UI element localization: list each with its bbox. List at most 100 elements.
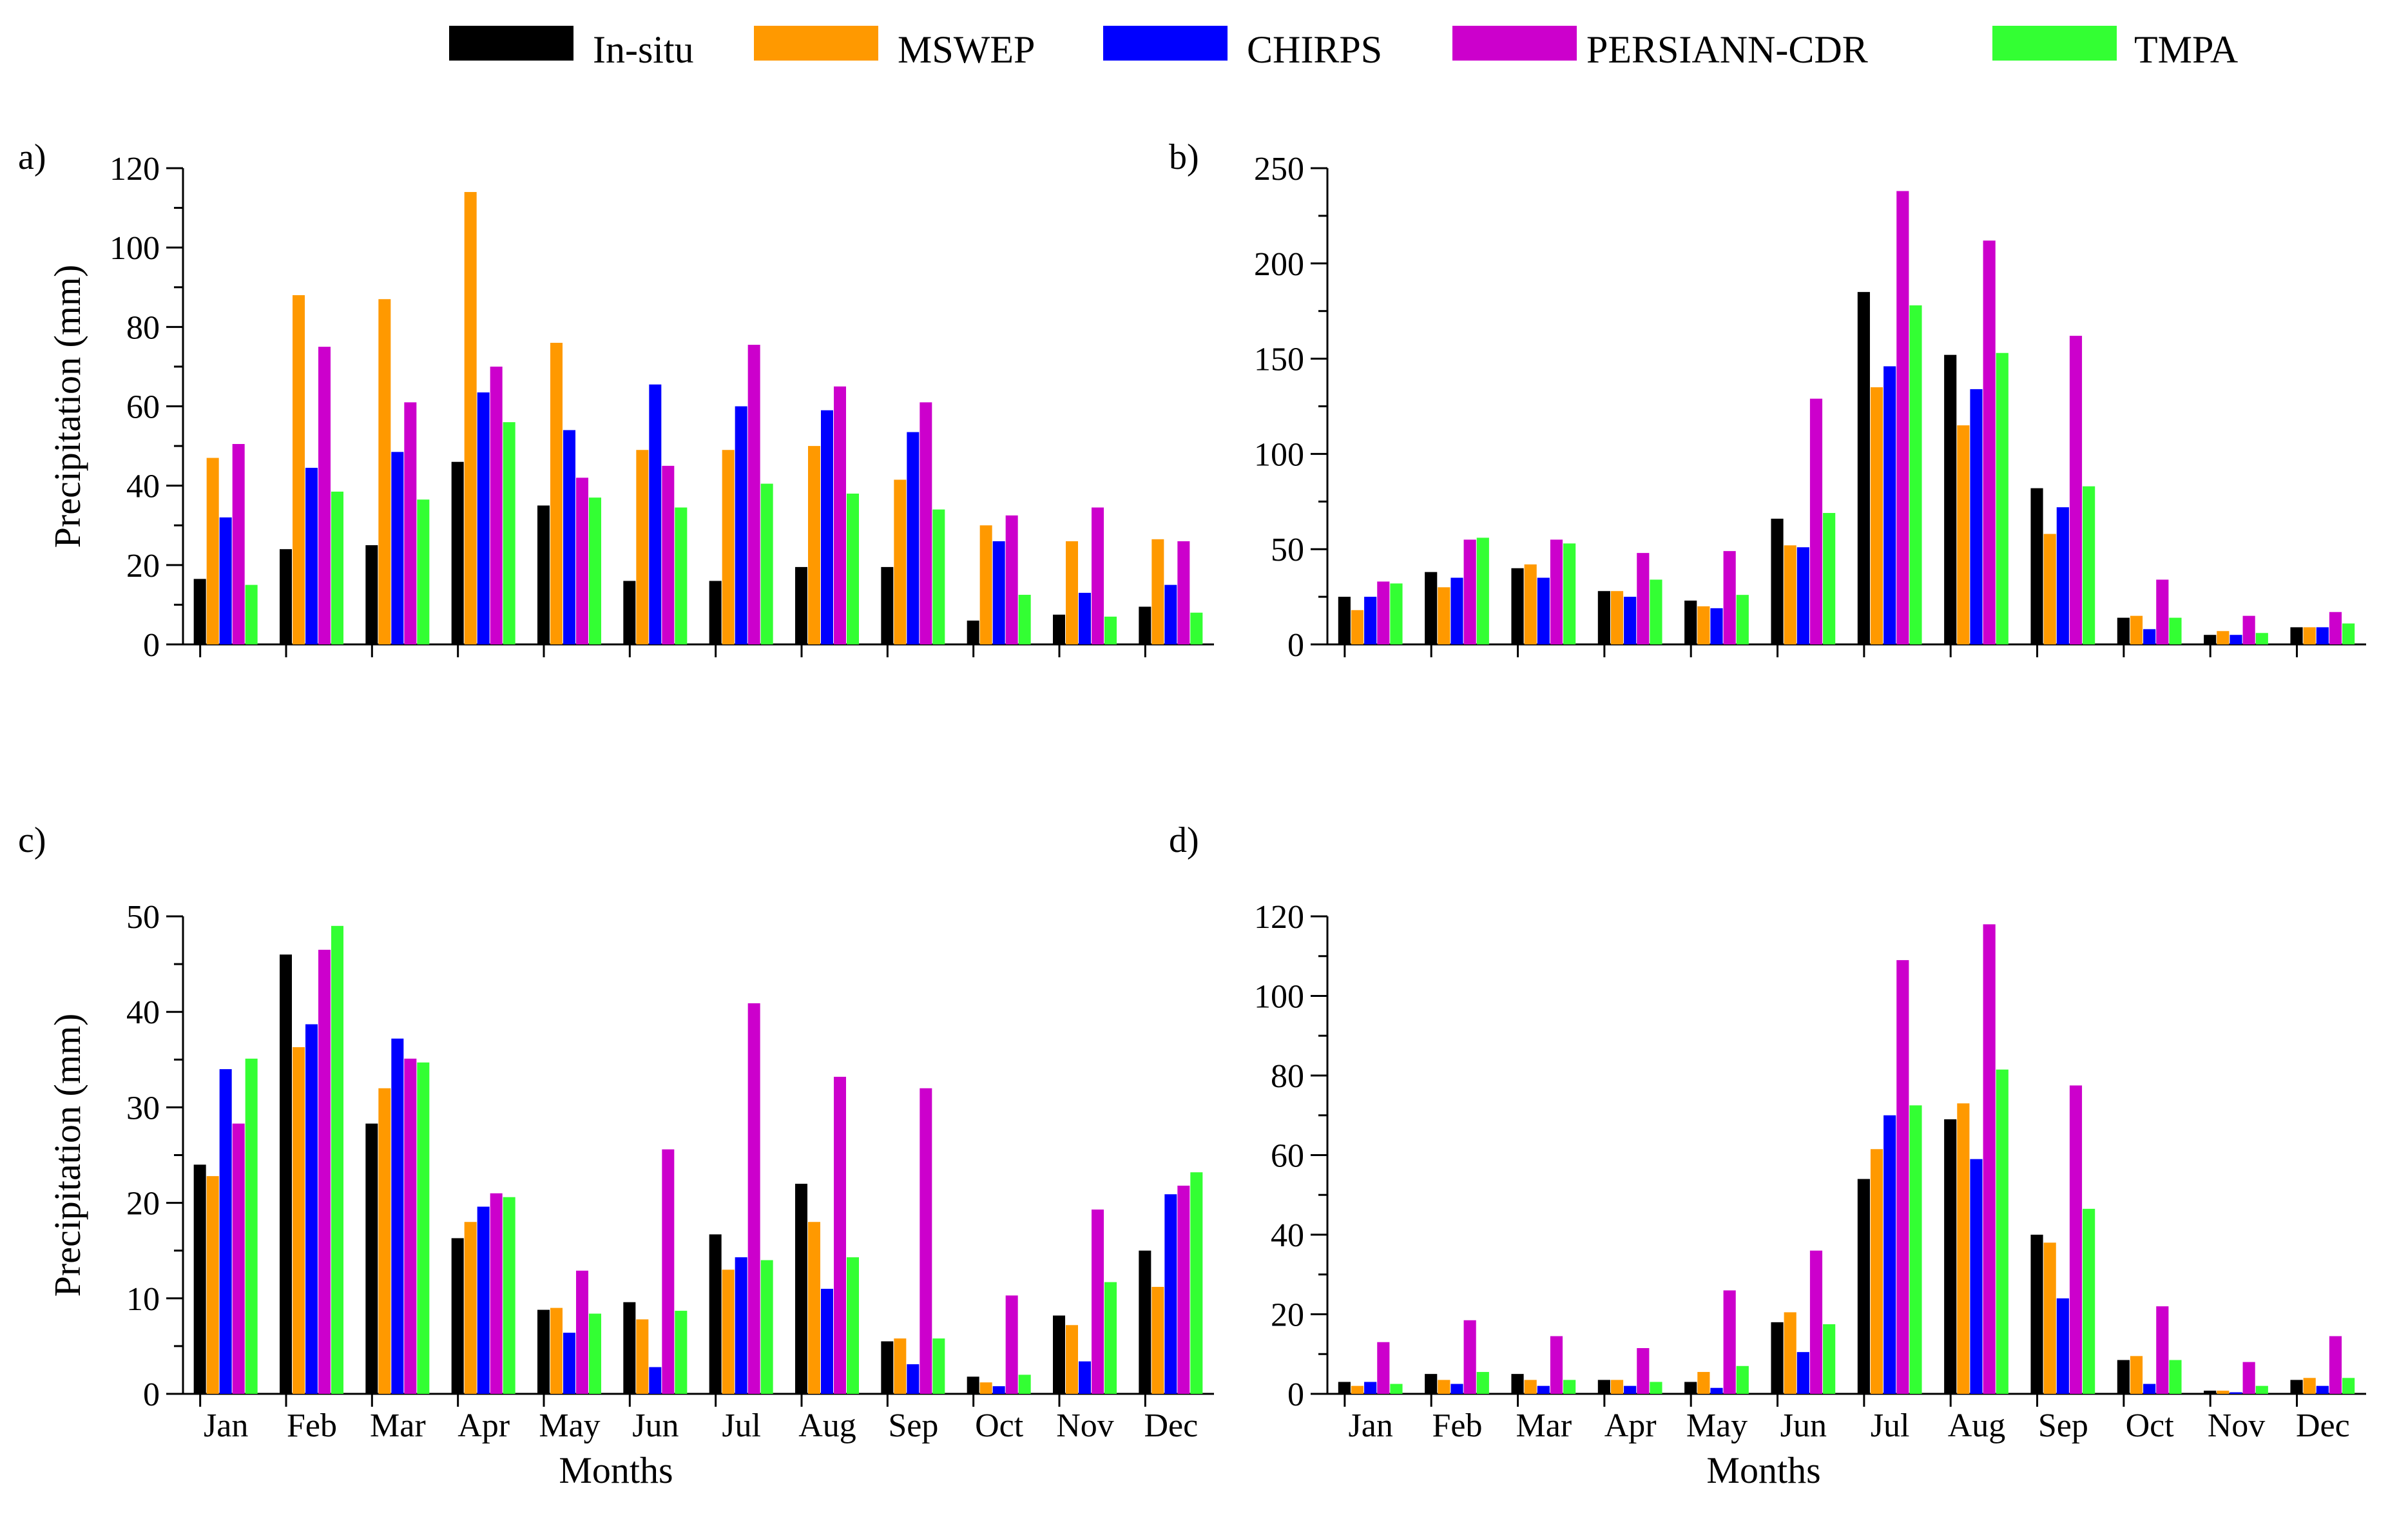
bar-tmpa-mar [417,1062,430,1394]
bar-persiann-cdr-may [1723,1290,1736,1394]
bar-chirps-jan [1364,1382,1377,1394]
x-tick-label: May [1686,1407,1748,1444]
bar-mswep-aug [1957,425,1970,644]
bar-persiann-cdr-oct [2156,579,2169,644]
bar-persiann-cdr-oct [1005,515,1018,644]
y-tick-label: 0 [1287,627,1304,664]
y-tick-label: 20 [126,1186,160,1222]
bar-persiann-cdr-apr [490,366,503,644]
bar-in-situ-jan [193,1164,206,1394]
bar-persiann-cdr-aug [834,386,846,644]
bar-in-situ-feb [280,954,292,1394]
bar-chirps-dec [1164,584,1177,644]
bar-chirps-apr [1624,1385,1637,1394]
bar-in-situ-aug [1944,1119,1957,1394]
bar-chirps-jul [735,406,747,644]
bar-chirps-dec [1164,1194,1177,1394]
x-tick-label: Oct [975,1407,1024,1444]
bar-persiann-cdr-jan [232,1123,245,1394]
chart-panel-b: b) 0 50 100 150 200 250 [1169,137,2366,664]
bar-chirps-oct [992,1386,1005,1394]
bar-in-situ-apr [451,461,464,644]
x-tick-label: Apr [458,1407,510,1444]
bar-chirps-aug [1970,389,1983,644]
bar-in-situ-dec [1139,606,1151,644]
bar-tmpa-nov [1104,1282,1117,1394]
bar-in-situ-aug [795,566,807,644]
bar-in-situ-sep [881,566,894,644]
bar-chirps-jul [1883,366,1896,644]
x-tick-label: May [539,1407,600,1444]
bar-mswep-apr [1610,591,1624,644]
bar-persiann-cdr-jan [1377,1342,1390,1394]
y-tick-label: 100 [110,230,160,267]
bar-mswep-jan [206,458,219,644]
bar-persiann-cdr-nov [2242,615,2255,644]
bar-tmpa-sep [2083,1208,2095,1394]
bar-in-situ-oct [967,1376,979,1394]
bar-mswep-dec [1151,1287,1164,1394]
bar-chirps-oct [992,541,1005,644]
bar-tmpa-mar [417,499,430,644]
bar-mswep-nov [2217,1391,2230,1394]
bar-mswep-nov [1066,541,1078,644]
bar-tmpa-dec [2342,1378,2355,1394]
legend-label-mswep: MSWEP [898,28,1035,71]
x-tick-label: Sep [2038,1407,2088,1444]
legend-item-mswep: MSWEP [754,26,1035,71]
bar-tmpa-nov [1104,616,1117,644]
bar-mswep-jun [636,450,649,644]
bar-persiann-cdr-mar [1550,1336,1563,1394]
panel-label: a) [18,137,46,177]
bar-chirps-dec [2316,1385,2329,1394]
bar-tmpa-dec [1190,1172,1203,1394]
legend-item-persiann-cdr: PERSIANN-CDR [1452,26,1868,71]
bar-in-situ-mar [365,545,378,644]
bar-tmpa-aug [847,1257,859,1394]
bar-mswep-nov [2217,631,2230,644]
legend-label-tmpa: TMPA [2134,28,2238,71]
bar-tmpa-aug [847,493,859,644]
bar-mswep-feb [1438,1380,1450,1394]
y-tick-label: 150 [1254,342,1304,378]
bar-tmpa-oct [1018,1375,1031,1394]
bar-chirps-may [1710,608,1723,644]
bar-in-situ-jul [1857,1179,1870,1394]
bar-in-situ-oct [2117,617,2130,644]
bar-in-situ-aug [1944,354,1957,644]
x-tick-label: Jan [1349,1407,1393,1444]
bar-mswep-oct [979,1382,992,1394]
x-tick-label: Jul [722,1407,761,1444]
x-tick-label: Apr [1604,1407,1657,1444]
bar-chirps-mar [391,1038,404,1394]
bar-tmpa-jan [1390,583,1403,644]
bar-tmpa-may [1736,595,1749,644]
bar-in-situ-apr [1597,1380,1610,1394]
y-tick-label: 40 [1271,1217,1304,1254]
y-tick-label: 10 [126,1281,160,1318]
bar-mswep-jul [1870,1149,1883,1394]
bar-in-situ-sep [2030,488,2043,644]
bar-persiann-cdr-nov [1092,1209,1104,1394]
bar-mswep-jun [1784,1312,1796,1394]
bar-persiann-cdr-jun [1809,398,1823,644]
bar-tmpa-sep [2083,486,2095,644]
bar-tmpa-may [589,1313,601,1394]
y-tick-label: 250 [1254,151,1304,188]
bar-chirps-jan [219,1069,232,1394]
bar-persiann-cdr-jul [1896,191,1909,644]
bar-mswep-jul [722,1269,735,1394]
panel-label: b) [1169,137,1199,177]
x-tick-label: Jun [632,1407,679,1444]
bar-persiann-cdr-jan [232,444,245,644]
bar-persiann-cdr-apr [490,1193,503,1394]
bar-tmpa-jan [245,1058,258,1394]
bar-persiann-cdr-sep [2069,336,2083,644]
y-tick-label: 50 [1271,532,1304,568]
bar-persiann-cdr-apr [1637,1347,1650,1394]
x-tick-label: Aug [798,1407,856,1444]
bar-tmpa-oct [1018,595,1031,644]
bar-persiann-cdr-may [1723,551,1736,644]
y-tick-label: 30 [126,1090,160,1126]
x-tick-label: Jan [204,1407,248,1444]
